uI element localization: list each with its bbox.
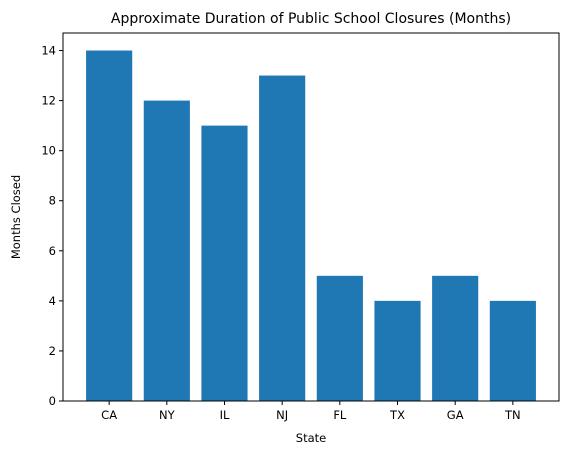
y-tick-label-4: 4 [49,294,56,308]
y-tick-label-12: 12 [41,94,56,108]
x-tick-label-ga: GA [447,408,464,422]
x-tick-label-ny: NY [159,408,176,422]
y-tick-label-10: 10 [41,144,56,158]
x-tick-label-ca: CA [101,408,117,422]
bar-ga [432,275,479,401]
bar-ny [143,100,190,402]
bar-tx [374,300,421,401]
y-tick-label-8: 8 [49,194,56,208]
bar-nj [259,75,306,401]
y-tick-label-14: 14 [41,44,56,58]
bar-il [201,125,248,401]
plot-frame [62,32,560,402]
y-tick-label-0: 0 [49,394,56,408]
y-tick-label-2: 2 [49,344,56,358]
x-tick-label-il: IL [220,408,230,422]
x-axis: CA NY IL NJ FL TX GA TN [101,401,521,422]
x-tick-label-fl: FL [333,408,347,422]
x-tick-label-tn: TN [504,408,521,422]
x-tick-label-nj: NJ [276,408,288,422]
chart-title: Approximate Duration of Public School Cl… [111,11,511,27]
bar-ca [86,50,133,402]
x-axis-label: State [296,431,326,445]
bar-fl [316,275,363,401]
y-axis-label: Months Closed [9,175,23,259]
bar-tn [489,300,536,401]
y-axis: 0 2 4 6 8 10 12 14 [41,44,63,408]
y-tick-label-6: 6 [49,244,56,258]
bars-group [86,50,536,402]
x-tick-label-tx: TX [389,408,405,422]
